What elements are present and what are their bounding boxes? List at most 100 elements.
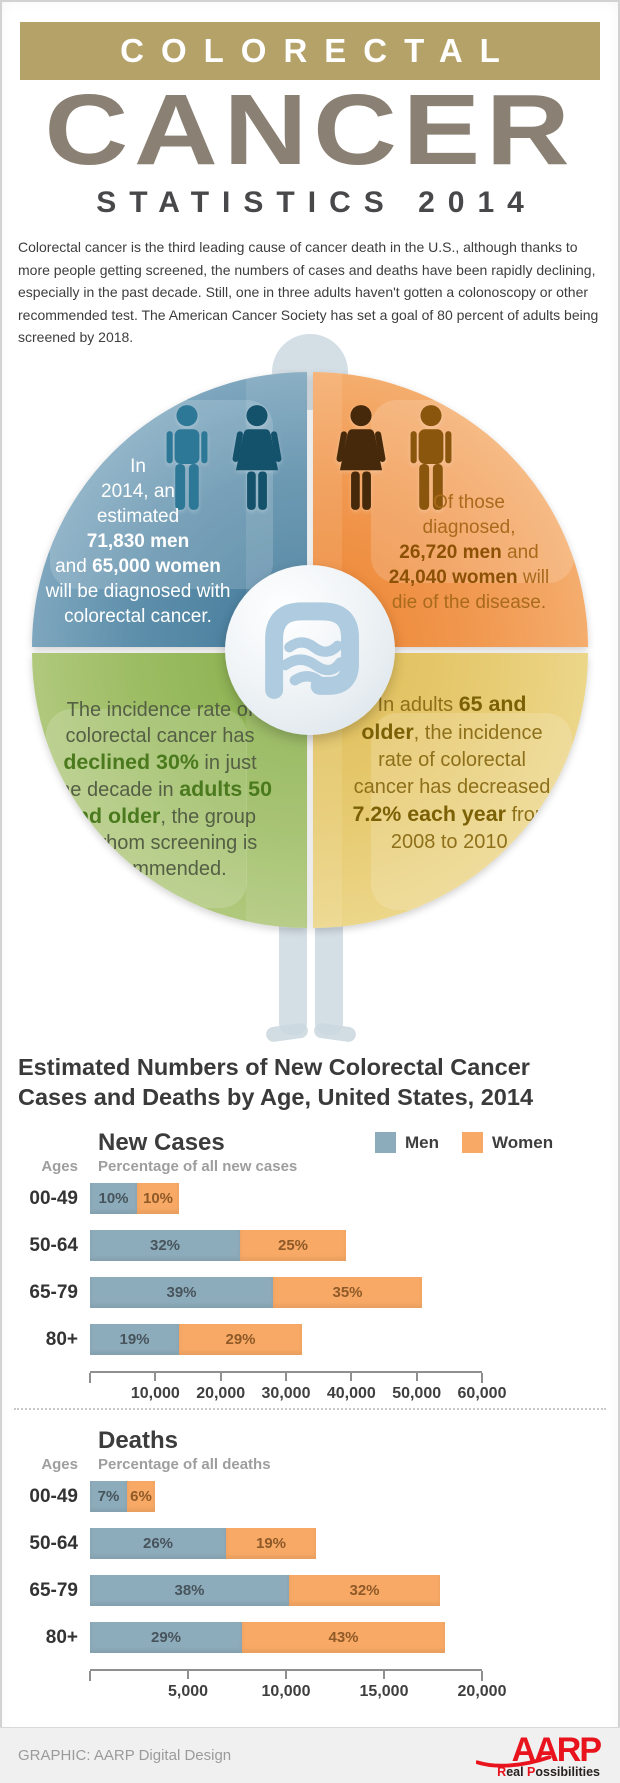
aarp-logo: AARP Real Possibilities bbox=[476, 1733, 602, 1779]
axis-tick bbox=[415, 1373, 418, 1381]
body-silhouette-foot bbox=[313, 1022, 357, 1043]
bar-row: 50-64 26% 19% bbox=[18, 1528, 620, 1559]
axis-tick-label: 50,000 bbox=[392, 1385, 442, 1402]
quadrant-deaths: Of those diagnosed, 26,720 men and 24,04… bbox=[313, 372, 588, 647]
women-bar-segment: 19% bbox=[226, 1528, 316, 1559]
axis-tick bbox=[89, 1373, 91, 1383]
deaths-stat-text: Of those diagnosed, 26,720 men and 24,04… bbox=[388, 492, 550, 613]
quadrant-panel bbox=[50, 400, 273, 589]
stacked-bar: 39% 35% bbox=[90, 1277, 422, 1308]
axis-tick bbox=[187, 1671, 189, 1679]
axis-tick bbox=[285, 1373, 287, 1381]
age-label: 80+ bbox=[45, 1626, 78, 1648]
chart-title: New Cases bbox=[98, 1129, 225, 1156]
page-title: CANCER bbox=[44, 74, 576, 186]
men-bar-segment: 26% bbox=[90, 1528, 226, 1559]
quadrant-disc: In 2014, an estimated 71,830 men and 65,… bbox=[32, 372, 588, 928]
age-label: 50-64 bbox=[29, 1532, 78, 1554]
stacked-bar: 19% 29% bbox=[90, 1324, 302, 1355]
axis-tick-label: 60,000 bbox=[457, 1385, 507, 1402]
men-bar-segment: 10% bbox=[90, 1183, 137, 1214]
axis-tick-label: 30,000 bbox=[261, 1385, 311, 1402]
quadrant-incidence-50: The incidence rate of colorectal cancer … bbox=[32, 653, 307, 928]
ages-column-label: Ages bbox=[41, 1456, 78, 1473]
women-bar-segment: 32% bbox=[289, 1575, 440, 1606]
axis-tick-label: 10,000 bbox=[261, 1683, 311, 1700]
women-legend-label: Women bbox=[492, 1132, 554, 1152]
colon-icon bbox=[265, 602, 359, 699]
axis-tick bbox=[481, 1373, 483, 1383]
men-legend-label: Men bbox=[405, 1132, 439, 1152]
stacked-bar: 10% 10% bbox=[90, 1183, 179, 1214]
man-icon bbox=[410, 405, 452, 510]
x-axis: 10,000 20,000 30,000 40,000 50,000 60,000 bbox=[89, 1371, 506, 1407]
women-legend-swatch bbox=[462, 1132, 483, 1153]
deaths-chart: Deaths Ages Percentage of all deaths 00-… bbox=[0, 1424, 620, 1705]
man-icon bbox=[166, 405, 208, 510]
axis-tick-label: 10,000 bbox=[130, 1385, 180, 1402]
people-icons bbox=[330, 402, 462, 526]
men-bar-segment: 32% bbox=[90, 1230, 240, 1261]
axis-tick-label: 20,000 bbox=[196, 1385, 246, 1402]
chart-subtitle: Percentage of all deaths bbox=[98, 1456, 271, 1473]
age-label: 65-79 bbox=[29, 1281, 78, 1303]
bar-row: 65-79 38% 32% bbox=[18, 1575, 620, 1606]
axis-tick-label: 20,000 bbox=[457, 1683, 507, 1700]
stacked-bar: 7% 6% bbox=[90, 1481, 155, 1512]
axis-tick bbox=[154, 1373, 157, 1381]
axis-tick bbox=[285, 1671, 287, 1679]
men-bar-segment: 29% bbox=[90, 1622, 242, 1653]
axis-tick-label: 5,000 bbox=[167, 1683, 209, 1700]
women-bar-segment: 10% bbox=[137, 1183, 179, 1214]
bar-row: 50-64 32% 25% bbox=[18, 1230, 620, 1261]
woman-icon bbox=[336, 405, 386, 510]
section-divider bbox=[14, 1408, 606, 1410]
aarp-swoosh-icon bbox=[476, 1755, 552, 1768]
chart-legend: Men Women bbox=[375, 1132, 553, 1153]
intro-paragraph: Colorectal cancer is the third leading c… bbox=[18, 239, 599, 345]
age-label: 50-64 bbox=[29, 1234, 78, 1256]
age-label: 65-79 bbox=[29, 1579, 78, 1601]
stacked-bar: 26% 19% bbox=[90, 1528, 316, 1559]
masthead: COLORECTAL CANCER STATISTICS 2014 bbox=[0, 22, 620, 220]
axis-tick bbox=[481, 1671, 483, 1681]
people-icons bbox=[156, 402, 288, 526]
axis-tick-label: 15,000 bbox=[359, 1683, 409, 1700]
new-cases-chart: New Cases Men Women Ages Percentage of a… bbox=[0, 1126, 620, 1407]
band-title: COLORECTAL bbox=[120, 32, 517, 69]
x-axis: 5,000 10,000 15,000 20,000 bbox=[89, 1669, 506, 1705]
men-bar-segment: 38% bbox=[90, 1575, 289, 1606]
bar-row: 80+ 29% 43% bbox=[18, 1622, 620, 1653]
incidence-65-text: In adults 65 and older, the incidence ra… bbox=[352, 692, 552, 853]
colon-sphere bbox=[225, 565, 395, 735]
charts-section-heading: Estimated Numbers of New Colorectal Canc… bbox=[18, 1054, 534, 1110]
women-bar-segment: 25% bbox=[240, 1230, 346, 1261]
quadrant-panel bbox=[371, 713, 572, 910]
men-bar-segment: 39% bbox=[90, 1277, 273, 1308]
axis-tick bbox=[350, 1373, 353, 1381]
chart-subtitle: Percentage of all new cases bbox=[98, 1158, 298, 1175]
quadrant-panel bbox=[371, 400, 574, 583]
bar-rows: 00-49 10% 10% 50-64 32% 25% 65-79 39% 35% 80+ 19% 2… bbox=[18, 1183, 620, 1355]
men-bar-segment: 19% bbox=[90, 1324, 179, 1355]
axis-tick bbox=[383, 1671, 385, 1679]
axis-tick-label: 40,000 bbox=[326, 1385, 376, 1402]
bar-row: 00-49 7% 6% bbox=[18, 1481, 620, 1512]
incidence-50-text: The incidence rate of colorectal cancer … bbox=[48, 699, 272, 880]
masthead-band: COLORECTAL bbox=[20, 22, 600, 80]
body-silhouette-foot bbox=[265, 1022, 309, 1043]
stacked-bar: 32% 25% bbox=[90, 1230, 346, 1261]
ages-column-label: Ages bbox=[41, 1158, 78, 1175]
graphic-credit: GRAPHIC: AARP Digital Design bbox=[18, 1747, 232, 1764]
axis-tick bbox=[219, 1373, 222, 1381]
page-subtitle: STATISTICS 2014 bbox=[96, 186, 537, 219]
quadrant-panel bbox=[46, 709, 247, 908]
axis-tick bbox=[89, 1671, 91, 1681]
chart-title: Deaths bbox=[98, 1427, 179, 1454]
age-label: 80+ bbox=[45, 1328, 78, 1350]
diagnosed-stat-text: In 2014, an estimated 71,830 men and 65,… bbox=[45, 456, 231, 627]
age-label: 00-49 bbox=[29, 1187, 78, 1209]
bar-row: 65-79 39% 35% bbox=[18, 1277, 620, 1308]
bar-row: 00-49 10% 10% bbox=[18, 1183, 620, 1214]
